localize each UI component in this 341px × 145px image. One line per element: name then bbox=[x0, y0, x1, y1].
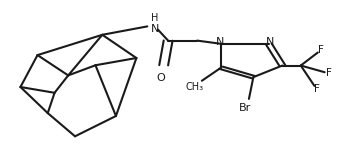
Text: F: F bbox=[314, 85, 320, 94]
Text: F: F bbox=[326, 68, 332, 78]
Text: H: H bbox=[151, 13, 159, 23]
Text: N: N bbox=[216, 37, 224, 47]
Text: N: N bbox=[266, 37, 274, 47]
Text: F: F bbox=[318, 45, 324, 55]
Text: O: O bbox=[156, 73, 165, 83]
Text: CH₃: CH₃ bbox=[186, 82, 204, 92]
Text: N: N bbox=[151, 24, 159, 33]
Text: Br: Br bbox=[239, 103, 251, 113]
